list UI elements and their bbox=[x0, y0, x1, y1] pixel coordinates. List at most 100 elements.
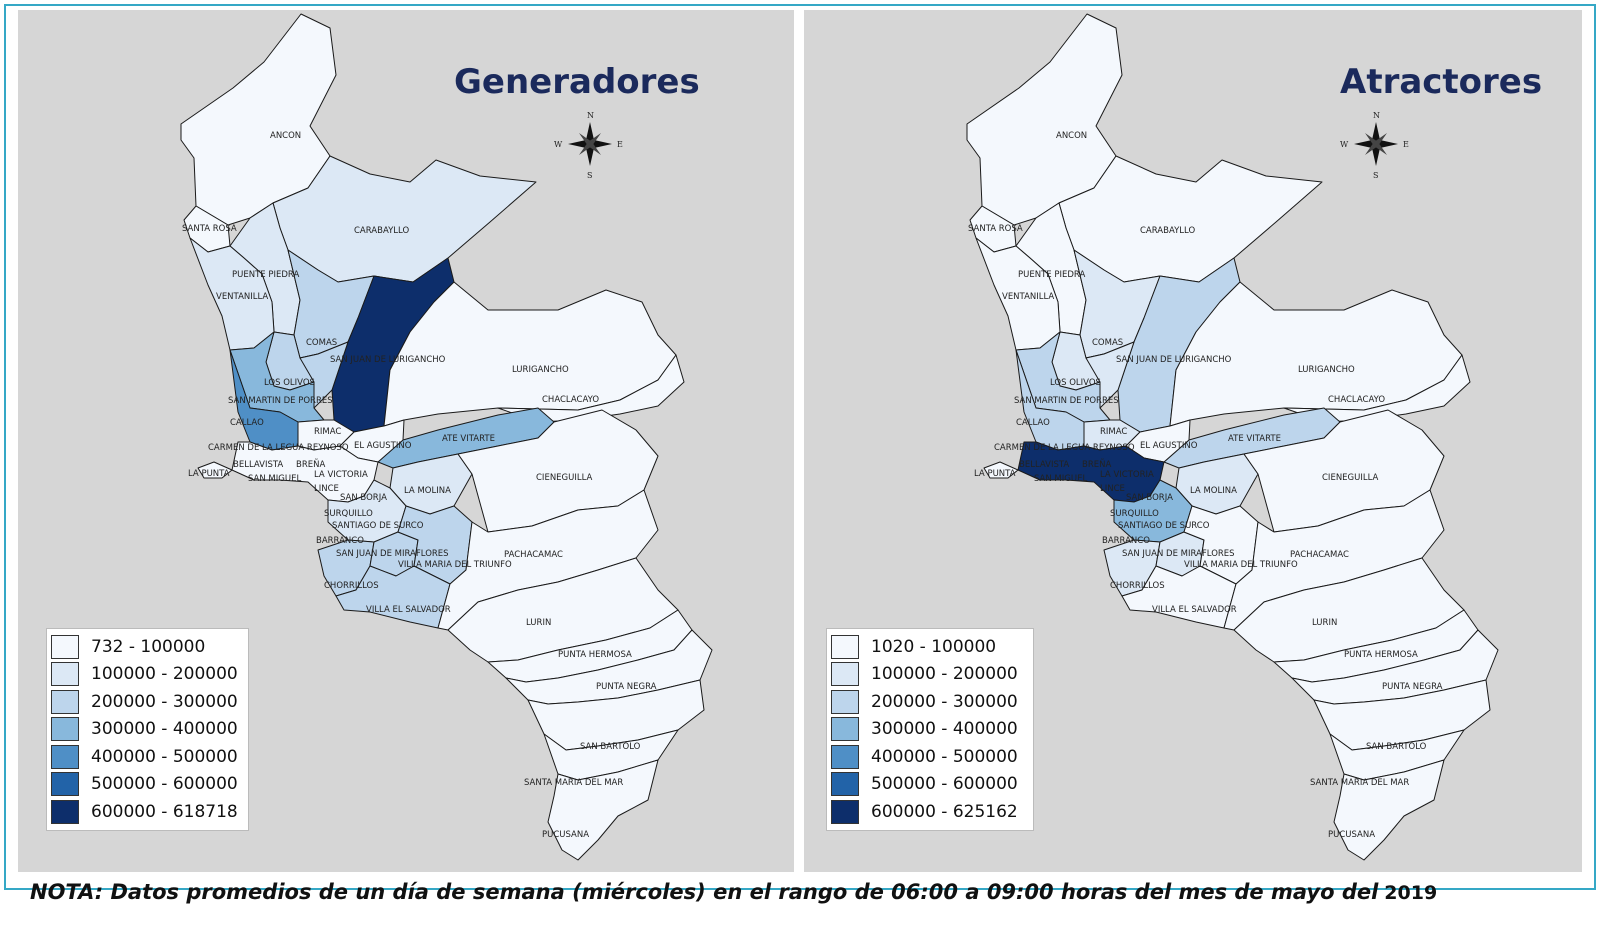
legend-swatch bbox=[51, 689, 79, 714]
district-label: CHACLACAYO bbox=[542, 395, 599, 405]
legend-item: 1020 - 100000 bbox=[831, 633, 1025, 661]
district-label: LA VICTORIA bbox=[1100, 470, 1154, 480]
district-labels: ANCON CARABAYLLO SANTA ROSA PUENTE PIEDRA VE… bbox=[968, 131, 1443, 840]
compass-e-label: E bbox=[1403, 140, 1409, 149]
district-label: VENTANILLA bbox=[1002, 292, 1054, 302]
legend-label: 600000 - 618718 bbox=[91, 801, 238, 822]
district-label: SAN JUAN DE MIRAFLORES bbox=[1122, 549, 1235, 559]
district-label: SAN MARTIN DE PORRES bbox=[1014, 396, 1119, 406]
district-label: VILLA EL SALVADOR bbox=[1152, 605, 1237, 615]
district-label: SAN BORJA bbox=[1126, 493, 1173, 503]
district-label: LA PUNTA bbox=[188, 469, 230, 479]
legend-swatch bbox=[831, 689, 859, 714]
legend-item: 600000 - 625162 bbox=[831, 798, 1025, 826]
figure-frame bbox=[4, 4, 1596, 890]
district-label: SANTA MARIA DEL MAR bbox=[1310, 778, 1409, 788]
district-label: CARMEN DE LA LEGUA REYNOSO bbox=[994, 443, 1135, 453]
district-labels: ANCON CARABAYLLO SANTA ROSA PUENTE PIEDRA VE… bbox=[182, 131, 657, 840]
district-label: SAN JUAN DE MIRAFLORES bbox=[336, 549, 449, 559]
panel-generadores: ANCON CARABAYLLO SANTA ROSA PUENTE PIEDRA VE… bbox=[18, 10, 794, 872]
legend-swatch bbox=[51, 662, 79, 687]
district-label: SAN BARTOLO bbox=[1366, 742, 1427, 752]
legend-label: 200000 - 300000 bbox=[91, 691, 238, 712]
district-label: LA PUNTA bbox=[974, 469, 1016, 479]
legend-label: 400000 - 500000 bbox=[871, 746, 1018, 767]
district-ventanilla bbox=[189, 237, 275, 351]
district-label: PACHACAMAC bbox=[1290, 550, 1349, 560]
district-label: SAN MARTIN DE PORRES bbox=[228, 396, 333, 406]
district-label: SAN BARTOLO bbox=[580, 742, 641, 752]
legend-swatch bbox=[51, 799, 79, 824]
legend-item: 400000 - 500000 bbox=[51, 743, 240, 771]
compass-s-label: S bbox=[587, 171, 592, 180]
compass-s-label: S bbox=[1373, 171, 1378, 180]
compass-n-label: N bbox=[587, 111, 594, 120]
district-label: SAN JUAN DE LURIGANCHO bbox=[330, 355, 446, 365]
compass-n-label: N bbox=[1373, 111, 1380, 120]
legend-label: 300000 - 400000 bbox=[91, 719, 238, 740]
district-label: PUNTA HERMOSA bbox=[558, 650, 632, 660]
district-label: CARMEN DE LA LEGUA REYNOSO bbox=[208, 443, 349, 453]
district-label: LURIN bbox=[526, 618, 551, 628]
district-label: PUENTE PIEDRA bbox=[232, 270, 299, 280]
legend-label: 600000 - 625162 bbox=[871, 801, 1018, 822]
compass-rose-icon: N S E W bbox=[1340, 111, 1409, 180]
district-label: LURIGANCHO bbox=[512, 365, 569, 375]
legend-swatch bbox=[831, 799, 859, 824]
compass-e-label: E bbox=[617, 140, 623, 149]
compass-rose-icon: N S E W bbox=[554, 111, 623, 180]
district-label: SANTA ROSA bbox=[182, 224, 237, 234]
district-label: CALLAO bbox=[230, 418, 264, 428]
district-label: LA VICTORIA bbox=[314, 470, 368, 480]
panel-title: Generadores bbox=[454, 62, 700, 102]
district-label: LINCE bbox=[1100, 484, 1125, 494]
district-label: RIMAC bbox=[1100, 427, 1127, 437]
legend-atractores: 1020 - 100000 100000 - 200000 200000 - 300… bbox=[826, 628, 1034, 831]
legend-item: 400000 - 500000 bbox=[831, 743, 1025, 771]
district-label: CHACLACAYO bbox=[1328, 395, 1385, 405]
footnote-year: 2019 bbox=[1384, 882, 1438, 904]
district-label: BREÑA bbox=[296, 459, 325, 470]
panel-title: Atractores bbox=[1340, 62, 1543, 102]
district-label: LOS OLIVOS bbox=[1050, 378, 1101, 388]
district-label: VILLA EL SALVADOR bbox=[366, 605, 451, 615]
district-label: PUNTA NEGRA bbox=[596, 682, 657, 692]
legend-item: 300000 - 400000 bbox=[831, 716, 1025, 744]
legend-swatch bbox=[831, 634, 859, 659]
district-pucusana bbox=[1333, 759, 1445, 861]
district-label: CARABAYLLO bbox=[354, 226, 409, 236]
panel-atractores: ANCON CARABAYLLO SANTA ROSA PUENTE PIEDRA VE… bbox=[804, 10, 1582, 872]
legend-swatch bbox=[51, 634, 79, 659]
legend-generadores: 732 - 100000 100000 - 200000 200000 - 3000… bbox=[46, 628, 249, 831]
district-label: SAN MIGUEL bbox=[1034, 474, 1087, 484]
district-label: LURIN bbox=[1312, 618, 1337, 628]
district-label: PUNTA NEGRA bbox=[1382, 682, 1443, 692]
legend-swatch bbox=[831, 717, 859, 742]
districts bbox=[180, 13, 713, 861]
legend-label: 500000 - 600000 bbox=[871, 774, 1018, 795]
districts bbox=[966, 13, 1499, 861]
legend-item: 100000 - 200000 bbox=[51, 661, 240, 689]
district-label: LURIGANCHO bbox=[1298, 365, 1355, 375]
district-la-punta bbox=[983, 461, 1019, 479]
district-label: LOS OLIVOS bbox=[264, 378, 315, 388]
district-label: CALLAO bbox=[1016, 418, 1050, 428]
district-label: CIENEGUILLA bbox=[536, 473, 593, 483]
district-label: LA MOLINA bbox=[404, 486, 451, 496]
district-label: PACHACAMAC bbox=[504, 550, 563, 560]
district-label: BARRANCO bbox=[316, 536, 364, 546]
district-label: CARABAYLLO bbox=[1140, 226, 1195, 236]
district-label: CIENEGUILLA bbox=[1322, 473, 1379, 483]
district-label: LA MOLINA bbox=[1190, 486, 1237, 496]
compass-w-label: W bbox=[554, 140, 563, 149]
district-label: VILLA MARIA DEL TRIUNFO bbox=[1184, 560, 1298, 570]
district-label: SAN JUAN DE LURIGANCHO bbox=[1116, 355, 1232, 365]
district-label: SURQUILLO bbox=[324, 509, 373, 519]
district-label: SANTA MARIA DEL MAR bbox=[524, 778, 623, 788]
map-generadores: ANCON CARABAYLLO SANTA ROSA PUENTE PIEDRA VE… bbox=[180, 13, 713, 861]
legend-label: 300000 - 400000 bbox=[871, 719, 1018, 740]
district-label: BARRANCO bbox=[1102, 536, 1150, 546]
district-lurigancho bbox=[383, 281, 677, 427]
district-label: PUCUSANA bbox=[542, 830, 589, 840]
district-lurigancho bbox=[1169, 281, 1463, 427]
